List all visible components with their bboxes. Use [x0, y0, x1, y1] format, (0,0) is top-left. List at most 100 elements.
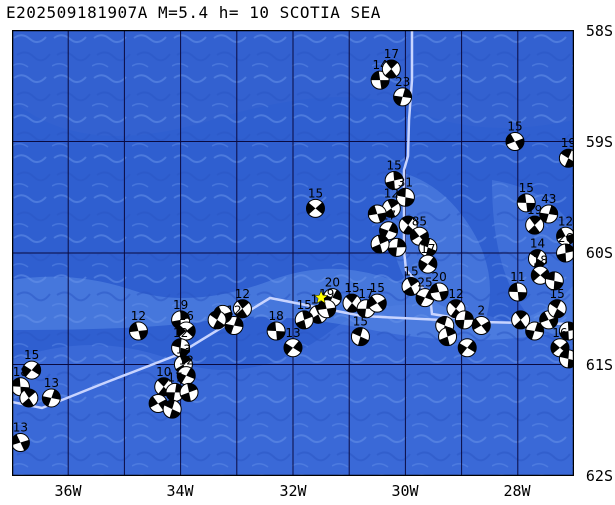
focal-mechanism[interactable]: [438, 327, 458, 347]
focal-mechanism[interactable]: 20: [429, 270, 449, 302]
focal-mechanism[interactable]: [457, 338, 477, 358]
focal-mechanism[interactable]: 11: [508, 270, 528, 302]
focal-mechanism[interactable]: [162, 399, 182, 419]
focal-mechanism[interactable]: [525, 321, 545, 341]
event-depth-label: 15: [344, 281, 359, 295]
lon-label-32w: 32W: [279, 482, 307, 500]
lat-label-59s: 59S: [585, 133, 613, 151]
event-depth-label: 15: [507, 120, 522, 134]
focal-mechanism[interactable]: [179, 382, 199, 402]
lon-label-36w: 36W: [54, 482, 82, 500]
focal-mechanism[interactable]: 13: [283, 326, 303, 358]
event-depth-label: 16: [552, 326, 567, 340]
focal-mechanism[interactable]: 23: [393, 75, 413, 107]
focal-mechanism[interactable]: [19, 388, 39, 408]
map-frame: [12, 30, 574, 476]
focal-mechanism[interactable]: 15: [384, 159, 404, 191]
event-depth-label: 12: [173, 326, 188, 340]
focal-mechanism[interactable]: 15: [294, 298, 314, 330]
event-depth-label: 13: [44, 376, 59, 390]
event-depth-label: 17: [167, 370, 182, 384]
event-depth-label: 18: [268, 309, 283, 323]
focal-mechanism[interactable]: 15: [516, 181, 536, 213]
focal-mechanism[interactable]: 2: [471, 303, 491, 335]
focal-mechanism[interactable]: 15: [547, 287, 567, 319]
focal-mechanism[interactable]: [558, 321, 574, 341]
lat-label-60s: 60S: [585, 244, 613, 262]
lat-label-58s: 58S: [585, 22, 613, 40]
event-depth-label: 15: [519, 181, 534, 195]
focal-mechanism[interactable]: 13: [41, 376, 61, 408]
focal-mechanism[interactable]: 12: [128, 309, 148, 341]
focal-mechanism[interactable]: 12: [556, 214, 574, 246]
focal-mechanism[interactable]: 13: [12, 421, 30, 453]
focal-mechanism[interactable]: 12: [381, 186, 401, 218]
focal-mechanism[interactable]: [367, 204, 387, 224]
focal-mechanism[interactable]: 26: [556, 231, 574, 263]
focal-mechanism[interactable]: 43: [539, 192, 559, 224]
focal-mechanism[interactable]: 15: [505, 120, 525, 151]
map-title: E202509181907A M=5.4 h= 10 SCOTIA SEA: [6, 3, 381, 22]
focal-mechanism[interactable]: 18: [266, 309, 286, 341]
event-depth-label: 15: [549, 287, 564, 301]
focal-mechanism[interactable]: 15: [350, 315, 370, 347]
event-depth-label: 16: [179, 309, 194, 323]
event-depth-label: 17: [384, 47, 399, 61]
focal-mechanism[interactable]: 17: [379, 209, 399, 241]
event-depth-label: 15: [387, 159, 402, 173]
event-depth-label: 15: [370, 281, 385, 295]
epicenter-star[interactable]: [313, 289, 329, 304]
event-depth-label: 14: [530, 237, 545, 251]
event-depth-label: 20: [325, 276, 340, 290]
event-depth-label: 10: [156, 365, 171, 379]
event-depth-label: 85: [412, 214, 427, 228]
event-depth-label: 17: [420, 242, 435, 256]
event-depth-label: 23: [395, 75, 410, 89]
focal-mechanism[interactable]: 19: [558, 136, 574, 168]
event-depth-label: 15: [353, 315, 368, 329]
lon-label-30w: 30W: [391, 482, 419, 500]
focal-mechanism[interactable]: 14: [527, 237, 547, 269]
event-depth-label: 20: [431, 270, 446, 284]
focal-mechanism[interactable]: [207, 310, 227, 330]
event-depth-label: 2: [477, 303, 485, 317]
event-depth-label: 18: [13, 365, 28, 379]
event-depth-label: 15: [308, 186, 323, 200]
event-depth-label: 12: [558, 214, 573, 228]
focal-mechanism[interactable]: 17: [381, 47, 401, 79]
focal-mechanism[interactable]: 15: [401, 264, 421, 296]
focal-mechanism[interactable]: [544, 271, 564, 291]
event-depth-label: 18: [533, 253, 548, 267]
event-depth-label: 15: [297, 298, 312, 312]
focal-mechanism[interactable]: 16: [176, 309, 196, 341]
focal-mechanism[interactable]: 15: [367, 281, 387, 313]
event-depth-label: 13: [176, 343, 191, 357]
focal-mechanism[interactable]: [558, 349, 574, 369]
focal-mechanism[interactable]: [387, 237, 407, 257]
event-depth-label: 13: [13, 421, 28, 435]
event-depth-label: 12: [448, 287, 463, 301]
focal-mechanism[interactable]: 12: [176, 354, 196, 386]
focal-mechanism[interactable]: [511, 310, 531, 330]
event-depth-label: 26: [558, 231, 573, 245]
event-depth-label: 43: [541, 192, 556, 206]
focal-mechanism[interactable]: 19: [525, 203, 545, 235]
focal-mechanism[interactable]: 15: [22, 348, 42, 380]
event-depth-label: 15: [24, 348, 39, 362]
focal-mechanism[interactable]: 12: [232, 287, 252, 319]
focal-mechanism[interactable]: 17: [418, 242, 438, 274]
event-depth-label: 25: [417, 276, 432, 290]
focal-mechanism[interactable]: [370, 234, 390, 254]
focal-mechanism[interactable]: 31: [395, 175, 415, 207]
event-depth-label: 12: [179, 354, 194, 368]
focal-mechanism[interactable]: 15: [342, 281, 362, 313]
focal-mechanism[interactable]: 85: [409, 214, 429, 246]
focal-mechanism[interactable]: 15: [305, 186, 325, 218]
event-depth-label: 12: [131, 309, 146, 323]
focal-mechanism[interactable]: 19: [171, 298, 191, 330]
focal-mechanism[interactable]: [454, 310, 474, 330]
event-depth-label: 11: [510, 270, 525, 284]
focal-mechanism[interactable]: 19: [317, 287, 337, 319]
